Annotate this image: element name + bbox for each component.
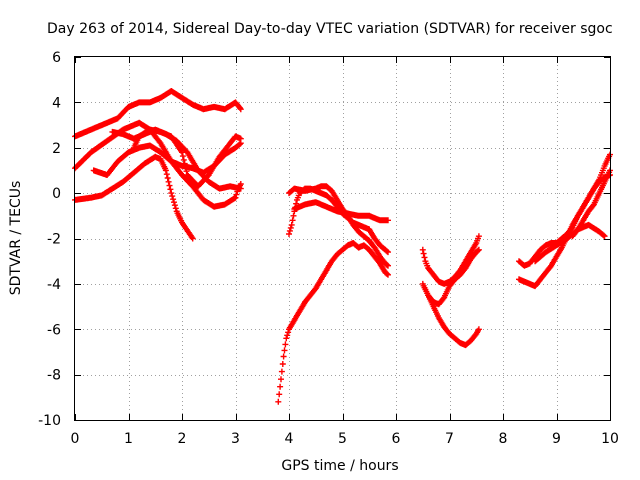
plus-markers [516,172,613,269]
y-axis-label: SDTVAR / TECUs [8,181,24,296]
x-tick-label: 4 [285,431,294,447]
x-tick-label: 5 [338,431,347,447]
plot-frame [74,56,611,421]
x-tick-label: 9 [552,431,561,447]
series-arc10 [291,199,391,224]
series-arc17 [569,167,613,240]
y-tick-label: -8 [47,368,61,384]
x-tick-label: 8 [499,431,508,447]
x-tick-label: 1 [124,431,133,447]
data-points [72,88,613,405]
y-tick-label: -10 [38,413,61,429]
series-arc7 [275,240,391,405]
grid-lines [75,57,610,420]
y-tick-label: 6 [52,50,61,66]
x-tick-label: 3 [231,431,240,447]
y-tick-label: 4 [52,95,61,111]
series-arc14 [516,151,613,290]
x-tick-label: 2 [178,431,187,447]
x-axis-label: GPS time / hours [281,458,398,474]
plus-markers [275,240,391,405]
y-tick-label: -6 [47,322,61,338]
series-arc6 [130,126,244,190]
plus-markers [516,151,613,290]
x-tick-label: 6 [392,431,401,447]
y-axis-tick-labels: -10 -8 -6 -4 -2 0 2 4 6 [38,50,61,429]
plus-markers [130,126,244,190]
y-tick-label: 2 [52,141,61,157]
plus-markers [425,246,482,308]
series-arc15 [516,172,613,269]
x-tick-label: 0 [71,431,80,447]
series-arc13 [425,246,482,308]
plus-markers [291,199,391,224]
x-tick-label: 7 [445,431,454,447]
y-tick-label: -4 [47,277,61,293]
plus-markers [569,167,613,240]
x-axis-tick-labels: 0 1 2 3 4 5 6 7 8 9 10 [71,431,619,447]
axis-ticks [75,57,611,421]
plus-markers [419,280,482,349]
y-tick-label: -2 [47,232,61,248]
series-arc12 [419,280,482,349]
y-tick-label: 0 [52,186,61,202]
chart-title: Day 263 of 2014, Sidereal Day-to-day VTE… [47,21,613,37]
plus-markers [90,140,244,178]
x-tick-label: 10 [601,431,619,447]
series-arc4 [90,140,244,178]
